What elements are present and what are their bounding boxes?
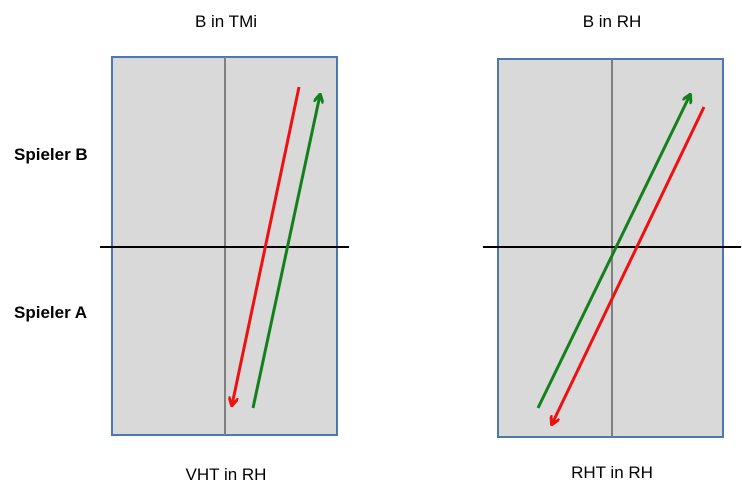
left-bottom-title: VHT in RH xyxy=(185,465,267,484)
left-top-title: B in TMi xyxy=(194,12,258,31)
right-table xyxy=(483,58,741,438)
right-top-title: B in RH xyxy=(582,12,642,31)
left-green-arrow xyxy=(251,95,320,409)
player-b-label: Spieler B xyxy=(14,145,88,164)
right-red-arrow xyxy=(552,106,706,424)
left-table xyxy=(100,56,349,436)
left-red-arrow xyxy=(232,86,301,405)
player-a-label: Spieler A xyxy=(14,303,88,322)
right-bottom-title: RHT in RH xyxy=(571,463,653,482)
right-green-arrow xyxy=(536,95,690,409)
